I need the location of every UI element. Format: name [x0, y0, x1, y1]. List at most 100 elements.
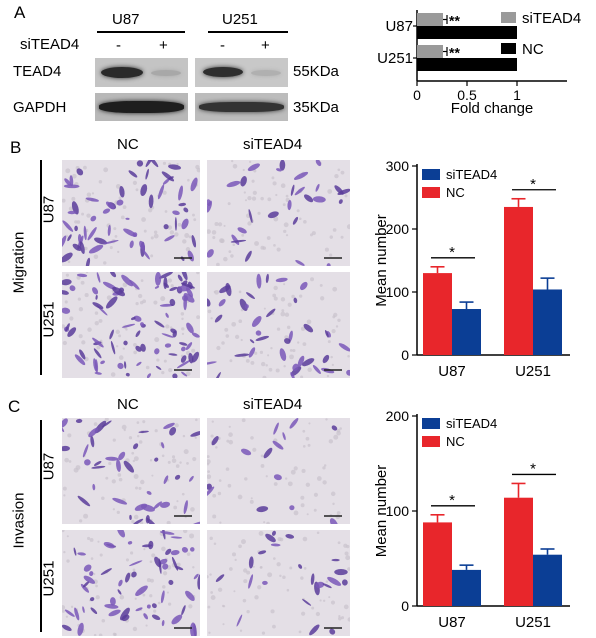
pore	[344, 194, 348, 198]
pore	[135, 486, 138, 490]
pore	[302, 536, 308, 542]
pore	[161, 370, 165, 375]
pore	[300, 326, 306, 331]
pore	[83, 165, 87, 170]
pore	[149, 459, 153, 462]
pore	[228, 432, 233, 437]
blot-tead4-u251	[195, 58, 288, 87]
cell	[129, 279, 140, 290]
row-label-u251-c: U251	[40, 560, 58, 597]
axis-title-x-a: Fold change	[451, 100, 534, 117]
pore	[207, 575, 209, 579]
pore	[251, 179, 255, 183]
pore	[118, 196, 122, 200]
tick-label-y-c-1: 100	[386, 503, 410, 519]
pore	[153, 609, 157, 613]
cond-u87-minus: -	[116, 37, 121, 54]
tick-label-y-b-1: 100	[386, 284, 410, 300]
cell	[80, 583, 90, 593]
pore	[260, 464, 265, 468]
pore	[254, 351, 258, 355]
micrograph-texture	[207, 160, 350, 266]
cell	[146, 373, 152, 378]
cell	[207, 361, 217, 365]
bar-b-sitead4-u251	[533, 289, 562, 355]
pore	[293, 466, 298, 471]
pore	[173, 505, 178, 510]
pore	[266, 521, 270, 524]
pore	[187, 178, 190, 182]
pore	[132, 568, 136, 572]
cell	[95, 295, 98, 300]
cell	[154, 348, 160, 355]
pore	[181, 317, 184, 321]
pore	[332, 228, 337, 232]
cell	[76, 273, 88, 278]
cell	[258, 550, 267, 555]
pore	[189, 533, 195, 539]
cell	[207, 298, 211, 307]
pore	[311, 231, 316, 236]
cell	[103, 542, 115, 549]
cell	[118, 451, 126, 461]
axis-title-y-b: Mean number	[373, 214, 390, 307]
pore	[331, 363, 334, 366]
pore	[316, 531, 320, 535]
cell	[178, 185, 183, 201]
pore	[153, 300, 158, 305]
cell	[154, 285, 160, 289]
pore	[122, 282, 128, 288]
col-label-nc-b: NC	[117, 136, 139, 153]
cell	[251, 315, 262, 327]
pore	[175, 464, 180, 468]
cell	[92, 302, 104, 309]
cell	[64, 178, 72, 186]
pore	[243, 579, 248, 584]
cell	[62, 445, 70, 452]
pore	[80, 280, 85, 285]
pore	[319, 599, 322, 602]
pore	[245, 358, 250, 363]
pore	[162, 190, 167, 195]
pore	[131, 451, 135, 455]
cell	[62, 252, 73, 263]
micrograph-migration-u251-nc	[62, 272, 200, 378]
pore	[329, 235, 333, 239]
cell	[298, 564, 303, 569]
cell	[256, 273, 262, 289]
pore	[114, 234, 118, 238]
pore	[132, 626, 138, 632]
cell	[178, 202, 187, 207]
pore	[75, 465, 81, 470]
pore	[228, 439, 234, 445]
pore	[252, 565, 255, 568]
pore	[301, 611, 306, 616]
pore	[122, 347, 125, 350]
cell	[207, 249, 214, 258]
row-label-u87-b: U87	[40, 195, 58, 224]
cell	[170, 536, 183, 539]
pore	[207, 605, 211, 609]
pore	[142, 299, 147, 304]
pore	[223, 224, 226, 227]
pore	[120, 215, 125, 220]
pore	[233, 590, 236, 593]
pore	[64, 457, 69, 463]
pore	[329, 253, 333, 257]
pore	[195, 418, 198, 422]
cell	[231, 234, 240, 245]
cell	[165, 312, 169, 318]
cell	[273, 474, 282, 481]
cell	[151, 614, 161, 621]
cell	[315, 581, 325, 589]
pore	[174, 232, 179, 237]
pore	[221, 604, 225, 608]
micrograph-texture	[207, 418, 342, 524]
cell	[177, 274, 183, 282]
micrograph-texture	[62, 530, 200, 636]
cell	[165, 548, 172, 556]
cell	[329, 628, 336, 635]
pore	[87, 327, 92, 332]
pore	[347, 567, 350, 571]
pore	[161, 454, 165, 458]
